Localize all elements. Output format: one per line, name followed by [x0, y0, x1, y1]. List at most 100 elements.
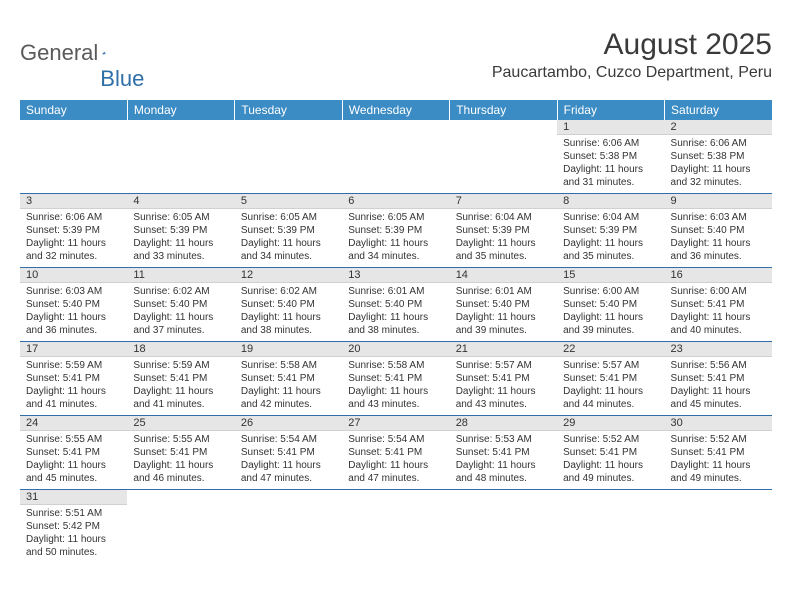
sunset-text: Sunset: 5:39 PM — [456, 224, 551, 237]
calendar-cell: 9Sunrise: 6:03 AMSunset: 5:40 PMDaylight… — [665, 194, 772, 268]
day-number: 26 — [235, 416, 342, 431]
daylight-text: Daylight: 11 hours and 35 minutes. — [456, 237, 551, 263]
sunset-text: Sunset: 5:38 PM — [671, 150, 766, 163]
daylight-text: Daylight: 11 hours and 49 minutes. — [563, 459, 658, 485]
logo-word2: Blue — [100, 66, 144, 92]
day-number: 22 — [557, 342, 664, 357]
calendar-cell — [450, 490, 557, 564]
calendar-cell — [342, 120, 449, 194]
day-details: Sunrise: 6:01 AMSunset: 5:40 PMDaylight:… — [342, 283, 449, 341]
title-block: August 2025 Paucartambo, Cuzco Departmen… — [492, 28, 772, 82]
daylight-text: Daylight: 11 hours and 31 minutes. — [563, 163, 658, 189]
day-number: 31 — [20, 490, 127, 505]
day-details: Sunrise: 6:06 AMSunset: 5:38 PMDaylight:… — [665, 135, 772, 193]
day-number: 16 — [665, 268, 772, 283]
calendar-cell — [665, 490, 772, 564]
sunrise-text: Sunrise: 6:04 AM — [563, 211, 658, 224]
sunset-text: Sunset: 5:41 PM — [348, 372, 443, 385]
day-header-row: Sunday Monday Tuesday Wednesday Thursday… — [20, 100, 772, 120]
calendar-week-row: 10Sunrise: 6:03 AMSunset: 5:40 PMDayligh… — [20, 268, 772, 342]
logo-sail-icon — [102, 44, 106, 62]
day-details: Sunrise: 6:06 AMSunset: 5:39 PMDaylight:… — [20, 209, 127, 267]
calendar-cell — [127, 490, 234, 564]
calendar-week-row: 31Sunrise: 5:51 AMSunset: 5:42 PMDayligh… — [20, 490, 772, 564]
calendar-cell — [127, 120, 234, 194]
calendar-week-row: 24Sunrise: 5:55 AMSunset: 5:41 PMDayligh… — [20, 416, 772, 490]
sunrise-text: Sunrise: 5:55 AM — [133, 433, 228, 446]
sunset-text: Sunset: 5:40 PM — [241, 298, 336, 311]
sunset-text: Sunset: 5:40 PM — [456, 298, 551, 311]
sunrise-text: Sunrise: 6:01 AM — [348, 285, 443, 298]
sunset-text: Sunset: 5:41 PM — [563, 372, 658, 385]
sunrise-text: Sunrise: 5:59 AM — [26, 359, 121, 372]
day-details: Sunrise: 5:52 AMSunset: 5:41 PMDaylight:… — [557, 431, 664, 489]
day-details: Sunrise: 6:05 AMSunset: 5:39 PMDaylight:… — [235, 209, 342, 267]
sunrise-text: Sunrise: 6:00 AM — [563, 285, 658, 298]
month-title: August 2025 — [492, 28, 772, 62]
daylight-text: Daylight: 11 hours and 35 minutes. — [563, 237, 658, 263]
day-number: 6 — [342, 194, 449, 209]
day-number: 24 — [20, 416, 127, 431]
day-number: 10 — [20, 268, 127, 283]
calendar-cell: 20Sunrise: 5:58 AMSunset: 5:41 PMDayligh… — [342, 342, 449, 416]
daylight-text: Daylight: 11 hours and 37 minutes. — [133, 311, 228, 337]
sunset-text: Sunset: 5:41 PM — [241, 446, 336, 459]
sunrise-text: Sunrise: 5:56 AM — [671, 359, 766, 372]
sunset-text: Sunset: 5:40 PM — [348, 298, 443, 311]
day-details: Sunrise: 5:53 AMSunset: 5:41 PMDaylight:… — [450, 431, 557, 489]
sunset-text: Sunset: 5:41 PM — [671, 298, 766, 311]
calendar-cell: 24Sunrise: 5:55 AMSunset: 5:41 PMDayligh… — [20, 416, 127, 490]
day-details: Sunrise: 6:01 AMSunset: 5:40 PMDaylight:… — [450, 283, 557, 341]
sunrise-text: Sunrise: 5:57 AM — [456, 359, 551, 372]
calendar-cell: 25Sunrise: 5:55 AMSunset: 5:41 PMDayligh… — [127, 416, 234, 490]
calendar-cell: 6Sunrise: 6:05 AMSunset: 5:39 PMDaylight… — [342, 194, 449, 268]
day-details: Sunrise: 5:55 AMSunset: 5:41 PMDaylight:… — [127, 431, 234, 489]
daylight-text: Daylight: 11 hours and 39 minutes. — [456, 311, 551, 337]
day-details: Sunrise: 6:03 AMSunset: 5:40 PMDaylight:… — [20, 283, 127, 341]
sunrise-text: Sunrise: 5:55 AM — [26, 433, 121, 446]
calendar-cell: 3Sunrise: 6:06 AMSunset: 5:39 PMDaylight… — [20, 194, 127, 268]
day-details: Sunrise: 5:59 AMSunset: 5:41 PMDaylight:… — [20, 357, 127, 415]
daylight-text: Daylight: 11 hours and 47 minutes. — [348, 459, 443, 485]
location-text: Paucartambo, Cuzco Department, Peru — [492, 64, 772, 82]
daylight-text: Daylight: 11 hours and 44 minutes. — [563, 385, 658, 411]
calendar-cell: 26Sunrise: 5:54 AMSunset: 5:41 PMDayligh… — [235, 416, 342, 490]
sunrise-text: Sunrise: 6:05 AM — [348, 211, 443, 224]
day-number: 19 — [235, 342, 342, 357]
sunrise-text: Sunrise: 5:54 AM — [241, 433, 336, 446]
col-header: Tuesday — [235, 100, 342, 120]
col-header: Monday — [127, 100, 234, 120]
logo: General — [20, 40, 124, 66]
calendar-cell: 23Sunrise: 5:56 AMSunset: 5:41 PMDayligh… — [665, 342, 772, 416]
day-number: 21 — [450, 342, 557, 357]
day-details: Sunrise: 6:00 AMSunset: 5:41 PMDaylight:… — [665, 283, 772, 341]
day-details: Sunrise: 5:57 AMSunset: 5:41 PMDaylight:… — [557, 357, 664, 415]
day-number: 3 — [20, 194, 127, 209]
day-number: 9 — [665, 194, 772, 209]
sunrise-text: Sunrise: 6:01 AM — [456, 285, 551, 298]
day-number: 1 — [557, 120, 664, 135]
daylight-text: Daylight: 11 hours and 36 minutes. — [671, 237, 766, 263]
daylight-text: Daylight: 11 hours and 49 minutes. — [671, 459, 766, 485]
day-details: Sunrise: 5:55 AMSunset: 5:41 PMDaylight:… — [20, 431, 127, 489]
sunset-text: Sunset: 5:39 PM — [563, 224, 658, 237]
sunrise-text: Sunrise: 5:57 AM — [563, 359, 658, 372]
daylight-text: Daylight: 11 hours and 34 minutes. — [241, 237, 336, 263]
sunset-text: Sunset: 5:40 PM — [671, 224, 766, 237]
day-details: Sunrise: 6:04 AMSunset: 5:39 PMDaylight:… — [450, 209, 557, 267]
day-number: 29 — [557, 416, 664, 431]
sunrise-text: Sunrise: 5:54 AM — [348, 433, 443, 446]
daylight-text: Daylight: 11 hours and 43 minutes. — [348, 385, 443, 411]
col-header: Saturday — [665, 100, 772, 120]
calendar-cell: 13Sunrise: 6:01 AMSunset: 5:40 PMDayligh… — [342, 268, 449, 342]
calendar-cell: 10Sunrise: 6:03 AMSunset: 5:40 PMDayligh… — [20, 268, 127, 342]
daylight-text: Daylight: 11 hours and 42 minutes. — [241, 385, 336, 411]
daylight-text: Daylight: 11 hours and 43 minutes. — [456, 385, 551, 411]
sunset-text: Sunset: 5:41 PM — [563, 446, 658, 459]
col-header: Sunday — [20, 100, 127, 120]
sunset-text: Sunset: 5:39 PM — [133, 224, 228, 237]
sunset-text: Sunset: 5:40 PM — [563, 298, 658, 311]
sunset-text: Sunset: 5:40 PM — [133, 298, 228, 311]
day-number: 23 — [665, 342, 772, 357]
sunrise-text: Sunrise: 6:06 AM — [563, 137, 658, 150]
